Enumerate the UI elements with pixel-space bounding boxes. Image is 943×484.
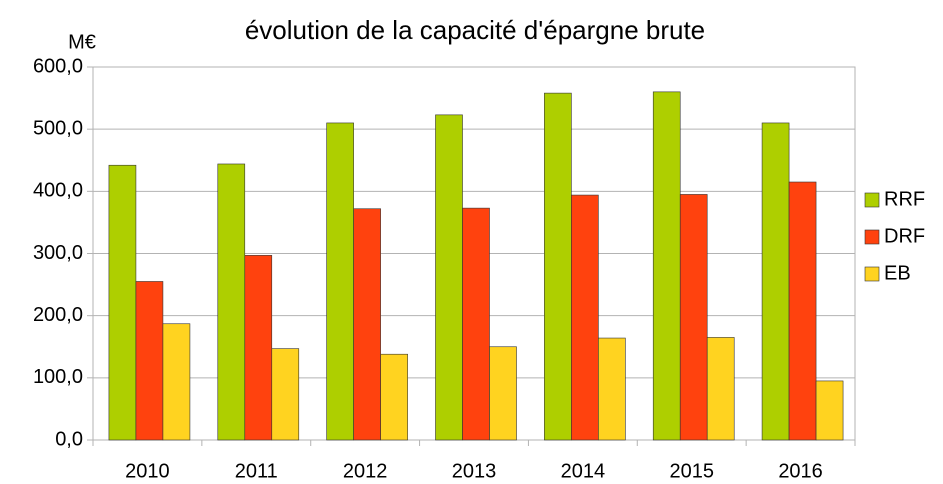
legend-swatch	[864, 192, 880, 208]
x-tick-label: 2013	[452, 460, 497, 482]
bar	[135, 281, 164, 441]
bar	[326, 122, 354, 441]
x-tick-label: 2016	[778, 460, 823, 482]
bar	[380, 353, 408, 441]
bar	[544, 92, 572, 441]
y-tick-label: 600,0	[33, 55, 83, 77]
x-tick-label: 2014	[561, 460, 606, 482]
y-tick-label: 400,0	[33, 180, 83, 202]
legend-label: DRF	[884, 225, 925, 247]
bar	[761, 122, 790, 441]
bar	[353, 208, 381, 441]
y-tick-label: 0,0	[55, 428, 83, 450]
legend-swatch	[864, 229, 880, 245]
legend-swatch	[864, 266, 880, 282]
y-tick-label: 300,0	[33, 242, 83, 264]
bar	[462, 207, 490, 441]
x-tick-label: 2012	[343, 460, 388, 482]
x-tick-label: 2010	[125, 460, 170, 482]
legend-label: RRF	[884, 188, 925, 210]
bar	[489, 346, 517, 441]
chart-title: évolution de la capacité d'épargne brute	[245, 15, 705, 45]
bar	[788, 181, 817, 441]
y-axis-label: M€	[68, 31, 96, 53]
bar	[271, 348, 300, 441]
legend-label: EB	[884, 262, 911, 284]
bar	[598, 337, 626, 441]
bar	[435, 114, 463, 441]
bar	[244, 255, 273, 441]
bar	[679, 194, 708, 441]
y-tick-label: 100,0	[33, 366, 83, 388]
y-tick-label: 500,0	[33, 117, 83, 139]
bar	[652, 91, 681, 441]
x-tick-label: 2015	[669, 460, 714, 482]
bar	[815, 380, 844, 441]
bar	[162, 323, 191, 441]
y-tick-label: 200,0	[33, 304, 83, 326]
bar	[706, 337, 735, 441]
x-tick-label: 2011	[235, 460, 278, 482]
bar	[571, 194, 599, 441]
bar	[108, 164, 137, 441]
bar	[217, 163, 246, 441]
